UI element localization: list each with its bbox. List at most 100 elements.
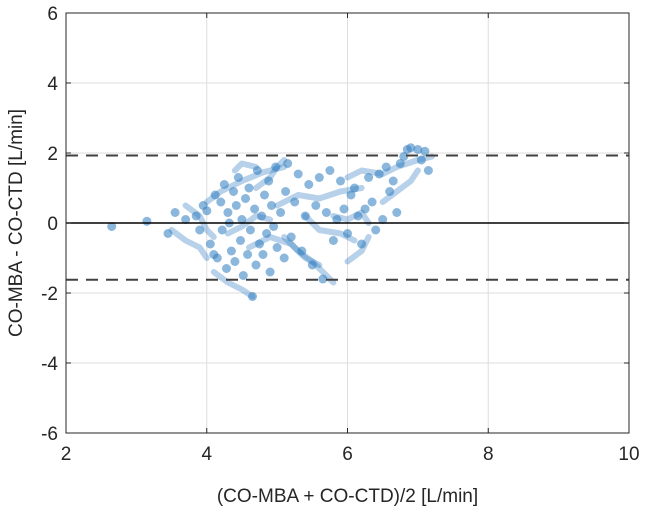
data-point: [191, 211, 201, 221]
data-point: [107, 222, 117, 231]
data-point: [252, 166, 262, 175]
data-point: [406, 143, 416, 153]
data-point: [281, 187, 291, 196]
x-tick-label: 4: [201, 444, 212, 465]
data-point: [202, 206, 212, 216]
data-point: [385, 187, 395, 196]
data-trail: [379, 167, 421, 205]
data-point: [264, 176, 274, 186]
x-tick-label: 6: [342, 444, 353, 465]
data-point: [293, 169, 303, 179]
y-axis-label: CO-MBA - CO-CTD [L/min]: [6, 109, 27, 337]
data-trail: [168, 227, 210, 261]
data-point: [297, 246, 307, 256]
data-point: [226, 246, 236, 256]
data-point: [236, 236, 245, 245]
data-point: [374, 169, 384, 179]
data-point: [420, 146, 430, 156]
data-trail: [344, 234, 372, 265]
data-point: [195, 225, 205, 235]
data-point: [353, 211, 363, 221]
data-trail: [246, 234, 323, 268]
data-point: [346, 190, 356, 200]
y-tick-label: -4: [41, 354, 58, 375]
data-point: [243, 250, 253, 259]
x-axis-label: (CO-MBA + CO-CTD)/2 [L/min]: [217, 486, 478, 507]
data-point: [260, 190, 269, 200]
data-point: [399, 152, 409, 161]
data-point: [276, 208, 286, 217]
data-trail: [253, 157, 288, 191]
data-point: [332, 215, 342, 224]
y-tick-label: -6: [41, 424, 58, 445]
data-point: [248, 292, 257, 301]
data-point: [229, 187, 238, 196]
data-trail: [210, 269, 256, 300]
data-point: [307, 260, 317, 270]
data-point: [231, 201, 241, 210]
data-point: [230, 257, 240, 266]
data-point: [283, 159, 293, 168]
data-point: [321, 208, 331, 217]
data-point: [300, 211, 310, 221]
data-point: [257, 211, 267, 221]
data-point: [423, 166, 433, 175]
y-tick-label: -2: [41, 284, 58, 305]
data-point: [267, 201, 276, 210]
data-point: [258, 250, 268, 259]
data-point: [290, 197, 300, 207]
data-point: [357, 239, 367, 249]
data-point: [416, 155, 426, 165]
data-point: [328, 236, 338, 245]
data-point: [181, 215, 191, 224]
data-point: [336, 176, 345, 186]
data-point: [388, 176, 398, 186]
data-point: [371, 225, 381, 235]
y-tick-label: 2: [47, 144, 58, 165]
data-point: [219, 180, 229, 189]
data-point: [378, 215, 388, 224]
data-point: [265, 267, 275, 277]
data-point: [381, 162, 391, 172]
data-point: [350, 183, 359, 193]
y-tick-label: 6: [47, 4, 58, 25]
data-point: [360, 204, 370, 214]
data-point: [413, 145, 423, 154]
data-point: [339, 204, 349, 214]
x-tick-label: 10: [618, 444, 639, 465]
x-tick-label: 2: [61, 444, 72, 465]
data-point: [251, 260, 261, 270]
data-point: [222, 264, 231, 273]
data-point: [163, 229, 173, 238]
data-point: [250, 204, 260, 214]
data-point: [272, 243, 282, 252]
data-point: [241, 194, 250, 203]
x-tick-label: 8: [483, 444, 494, 465]
data-point: [279, 253, 289, 263]
y-tick-label: 4: [47, 74, 58, 95]
data-point: [210, 190, 220, 200]
data-point: [223, 208, 233, 217]
data-point: [392, 208, 402, 217]
data-point: [262, 229, 272, 238]
data-point: [311, 201, 321, 210]
data-point: [244, 183, 254, 193]
data-point: [343, 229, 352, 238]
data-point: [233, 173, 243, 182]
data-point: [395, 159, 405, 168]
data-point: [245, 225, 255, 235]
data-point: [212, 253, 222, 263]
data-trail: [274, 185, 365, 209]
data-point: [364, 173, 374, 182]
data-point: [325, 166, 335, 175]
y-axis-ticks: -6 -4 -2 0 2 4 6: [41, 4, 629, 445]
data-point: [238, 271, 248, 280]
data-point: [318, 274, 328, 284]
data-point: [205, 239, 215, 249]
reference-lines: [66, 154, 629, 281]
data-point: [237, 215, 247, 224]
data-point: [255, 239, 264, 249]
y-tick-label: 0: [47, 214, 58, 235]
data-point: [216, 197, 226, 207]
